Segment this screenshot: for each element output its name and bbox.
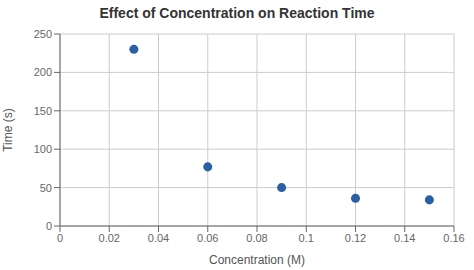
svg-text:50: 50 <box>40 182 52 194</box>
svg-text:0.02: 0.02 <box>99 232 120 244</box>
svg-text:150: 150 <box>34 105 52 117</box>
svg-text:0.14: 0.14 <box>394 232 415 244</box>
svg-text:Time (s): Time (s) <box>8 108 15 152</box>
svg-text:200: 200 <box>34 66 52 78</box>
svg-text:0.04: 0.04 <box>148 232 169 244</box>
svg-text:0: 0 <box>57 232 63 244</box>
svg-text:0.16: 0.16 <box>443 232 464 244</box>
html-text:Effect of Concentration on Rea: Effect of Concentration on Reaction Time <box>99 5 375 21</box>
svg-text:0: 0 <box>46 220 52 232</box>
svg-text:Concentration (M): Concentration (M) <box>209 253 305 267</box>
svg-text:0.08: 0.08 <box>246 232 267 244</box>
svg-text:0.1: 0.1 <box>299 232 314 244</box>
svg-text:0.06: 0.06 <box>197 232 218 244</box>
svg-text:0.12: 0.12 <box>345 232 366 244</box>
svg-text:250: 250 <box>34 28 52 40</box>
svg-text:100: 100 <box>34 143 52 155</box>
